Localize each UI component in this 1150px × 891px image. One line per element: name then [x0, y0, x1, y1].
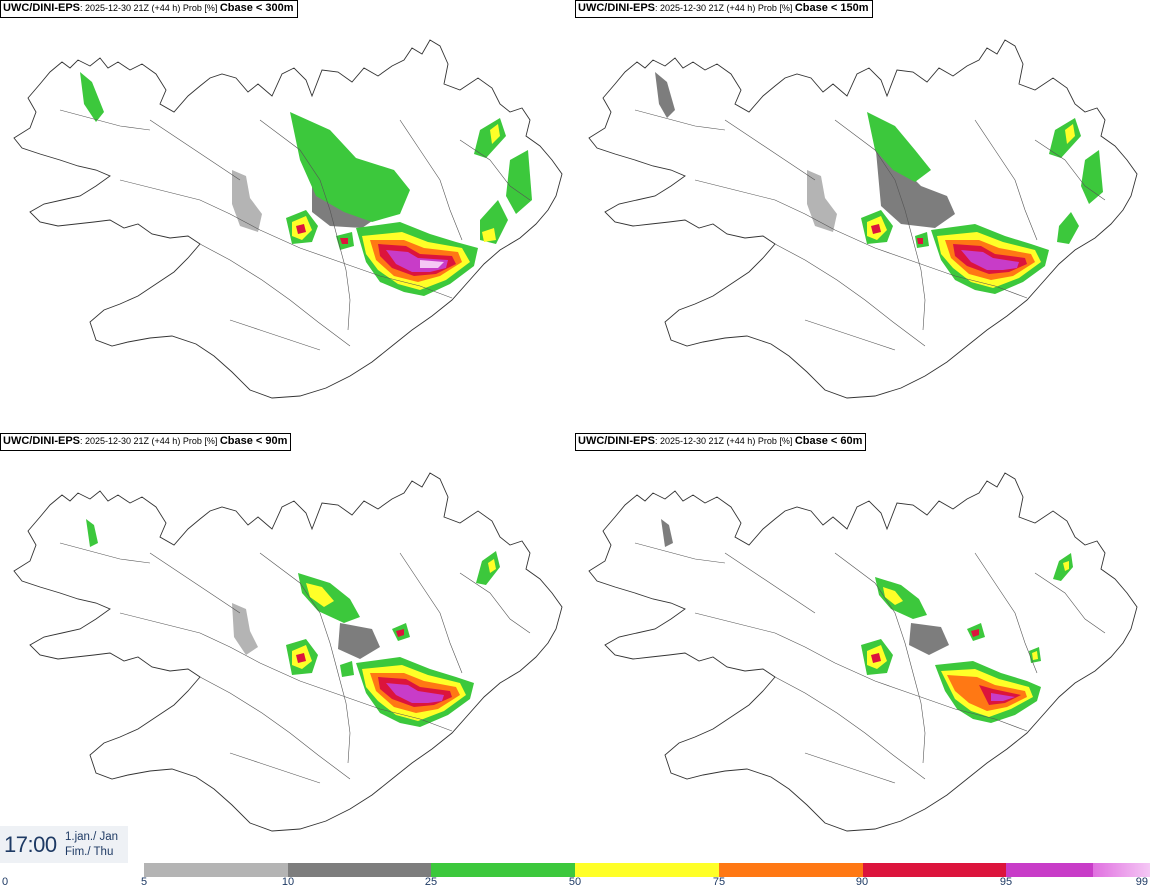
- legend-bin: [718, 863, 864, 877]
- valid-weekday: Fim./ Thu: [65, 846, 114, 858]
- legend-tick-label: 50: [568, 876, 582, 888]
- panel-title: UWC/DINI-EPS: 2025-12-30 21Z (+44 h) Pro…: [0, 0, 298, 18]
- run-meta: : 2025-12-30 21Z (+44 h) Prob [%]: [655, 436, 795, 446]
- panel-title: UWC/DINI-EPS: 2025-12-30 21Z (+44 h) Pro…: [575, 433, 867, 451]
- run-meta: : 2025-12-30 21Z (+44 h) Prob [%]: [80, 3, 220, 13]
- valid-date: 1.jan./ Jan: [65, 831, 119, 843]
- legend-tick-label: 0: [2, 876, 9, 888]
- model-name: UWC/DINI-EPS: [578, 435, 655, 447]
- legend-tick-label: 5: [140, 876, 148, 888]
- map-panel-cbase-300: UWC/DINI-EPS: 2025-12-30 21Z (+44 h) Pro…: [0, 0, 575, 430]
- variable-label: Cbase < 300m: [219, 2, 294, 14]
- legend-tick-label: 10: [281, 876, 295, 888]
- legend-tick-label: 99: [1135, 876, 1148, 888]
- valid-time-box: 17:00 1.jan./ Jan Fim./ Thu: [0, 826, 128, 863]
- legend-tick-label: 95: [999, 876, 1013, 888]
- legend-tick-label: 90: [855, 876, 869, 888]
- legend-bin: [862, 863, 1007, 877]
- legend-bin: [1006, 863, 1093, 877]
- variable-label: Cbase < 60m: [794, 435, 863, 447]
- variable-label: Cbase < 150m: [794, 2, 869, 14]
- panel-title: UWC/DINI-EPS: 2025-12-30 21Z (+44 h) Pro…: [575, 0, 873, 18]
- model-name: UWC/DINI-EPS: [578, 2, 655, 14]
- legend-tick-label: 25: [424, 876, 438, 888]
- legend-bin: [431, 863, 576, 877]
- map-panel-cbase-150: UWC/DINI-EPS: 2025-12-30 21Z (+44 h) Pro…: [575, 0, 1150, 430]
- model-name: UWC/DINI-EPS: [3, 2, 80, 14]
- variable-label: Cbase < 90m: [219, 435, 288, 447]
- iceland-map: [13, 472, 563, 832]
- valid-time: 17:00: [4, 832, 57, 857]
- legend-bin: [575, 863, 720, 877]
- map-panel-cbase-90: UWC/DINI-EPS: 2025-12-30 21Z (+44 h) Pro…: [0, 433, 575, 863]
- legend-bin: [144, 863, 289, 877]
- iceland-map: [588, 39, 1138, 399]
- map-panel-cbase-60: UWC/DINI-EPS: 2025-12-30 21Z (+44 h) Pro…: [575, 433, 1150, 863]
- color-legend: [144, 863, 1150, 877]
- iceland-map: [588, 472, 1138, 832]
- iceland-map: [13, 39, 563, 399]
- panel-title: UWC/DINI-EPS: 2025-12-30 21Z (+44 h) Pro…: [0, 433, 292, 451]
- model-name: UWC/DINI-EPS: [3, 435, 80, 447]
- legend-bin: [1092, 863, 1150, 877]
- legend-tick-label: 75: [712, 876, 726, 888]
- legend-bin: [287, 863, 432, 877]
- run-meta: : 2025-12-30 21Z (+44 h) Prob [%]: [655, 3, 795, 13]
- run-meta: : 2025-12-30 21Z (+44 h) Prob [%]: [80, 436, 220, 446]
